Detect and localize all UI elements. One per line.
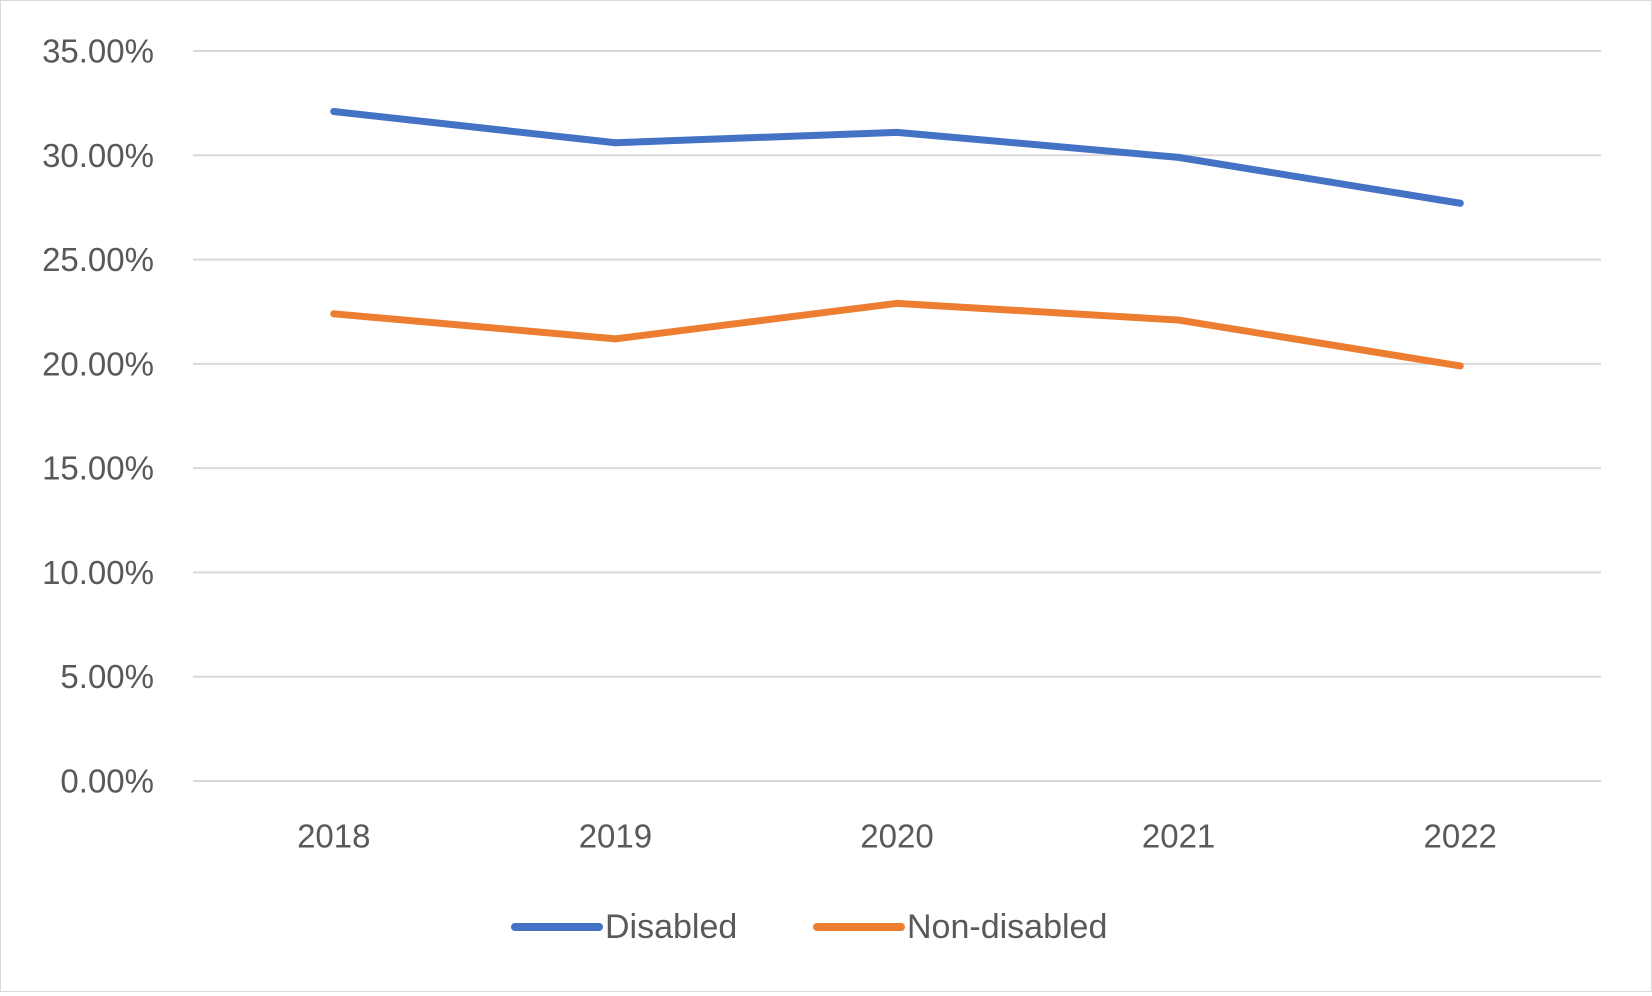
x-axis-tick-labels: 2018 2019 2020 2021 2022: [297, 818, 1497, 855]
legend: Disabled Non-disabled: [511, 908, 1107, 946]
y-tick-label: 15.00%: [42, 450, 154, 487]
data-point: [611, 335, 619, 343]
data-point: [893, 299, 901, 307]
gridlines: [193, 50, 1601, 782]
x-tick-label: 2018: [297, 818, 370, 855]
legend-label: Non-disabled: [907, 908, 1107, 946]
series-lines: [330, 107, 1464, 370]
y-tick-label: 20.00%: [42, 345, 154, 382]
data-point: [611, 139, 619, 147]
data-point: [1175, 153, 1183, 161]
data-point: [1456, 199, 1464, 207]
x-tick-label: 2021: [1142, 818, 1215, 855]
data-point: [1175, 316, 1183, 324]
legend-item-disabled: Disabled: [511, 908, 737, 946]
y-tick-label: 10.00%: [42, 554, 154, 591]
legend-item-non-disabled: Non-disabled: [813, 908, 1107, 946]
x-tick-label: 2022: [1423, 818, 1496, 855]
x-tick-label: 2020: [860, 818, 933, 855]
series-line-non-disabled: [330, 299, 1464, 370]
series-line-disabled: [330, 107, 1464, 207]
y-tick-label: 35.00%: [42, 33, 154, 70]
data-point: [893, 128, 901, 136]
y-axis-tick-labels: 0.00% 5.00% 10.00% 15.00% 20.00% 25.00% 30.00%…: [42, 33, 154, 800]
y-tick-label: 25.00%: [42, 241, 154, 278]
y-tick-label: 30.00%: [42, 137, 154, 174]
legend-label: Disabled: [605, 908, 737, 946]
data-point: [330, 310, 338, 318]
x-tick-label: 2019: [579, 818, 652, 855]
y-tick-label: 5.00%: [60, 658, 154, 695]
data-point: [330, 107, 338, 115]
data-point: [1456, 362, 1464, 370]
y-tick-label: 0.00%: [60, 763, 154, 800]
